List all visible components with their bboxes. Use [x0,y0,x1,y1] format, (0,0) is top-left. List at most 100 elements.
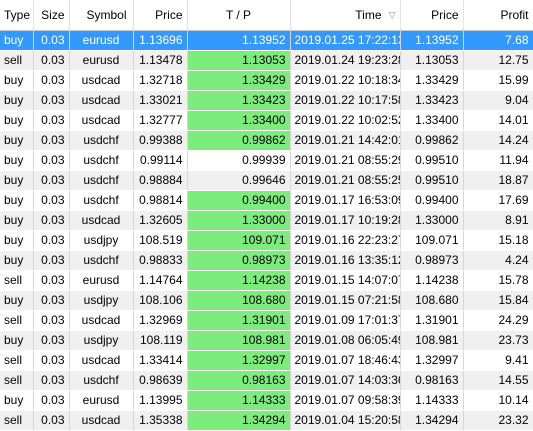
cell-symbol: usdchf [69,250,134,271]
cell-price: 1.32969 [133,310,188,331]
cell-tp: 1.33429 [187,70,291,91]
cell-size: 0.03 [33,30,70,51]
cell-size: 0.03 [33,250,70,271]
table-row[interactable]: buy 0.03 usdjpy 108.519 109.071 2019.01.16 22… [0,230,533,251]
cell-type: buy [0,70,34,91]
table-row[interactable]: buy 0.03 usdchf 0.98884 0.99646 2019.01.21 08… [0,170,533,191]
cell-time: 2019.01.25 17:22:13 [290,30,401,51]
cell-open-price: 0.99400 [400,190,464,211]
cell-time: 2019.01.15 07:21:58 [290,290,401,311]
cell-symbol: eurusd [69,50,134,71]
cell-profit: 9.04 [463,90,533,111]
cell-time: 2019.01.04 15:20:58 [290,410,401,431]
table-row[interactable]: buy 0.03 usdjpy 108.119 108.981 2019.01.08 06… [0,330,533,351]
cell-price: 1.13478 [133,50,188,71]
cell-time: 2019.01.17 10:19:28 [290,210,401,231]
cell-size: 0.03 [33,50,70,71]
column-header-tp[interactable]: T / P [187,0,291,31]
cell-time: 2019.01.08 06:05:49 [290,330,401,351]
cell-type: buy [0,30,34,51]
cell-profit: 17.69 [463,190,533,211]
cell-symbol: usdchf [69,190,134,211]
cell-open-price: 1.33429 [400,70,464,91]
cell-size: 0.03 [33,90,70,111]
cell-type: sell [0,410,34,431]
cell-price: 1.14764 [133,270,188,291]
cell-type: buy [0,170,34,191]
cell-size: 0.03 [33,190,70,211]
cell-tp: 1.33400 [187,110,291,131]
cell-profit: 18.87 [463,170,533,191]
column-header-profit[interactable]: Profit [463,0,533,31]
column-header-size[interactable]: Size [33,0,70,31]
cell-tp: 109.071 [187,230,291,251]
table-row[interactable]: buy 0.03 usdcad 1.32777 1.33400 2019.01.22 10… [0,110,533,131]
cell-open-price: 0.98973 [400,250,464,271]
cell-price: 108.106 [133,290,188,311]
table-row[interactable]: sell 0.03 eurusd 1.13478 1.13053 2019.01.24 1… [0,50,533,71]
table-row[interactable]: buy 0.03 eurusd 1.13696 1.13952 2019.01.25 17… [0,30,533,51]
table-row[interactable]: buy 0.03 usdcad 1.33021 1.33423 2019.01.22 10… [0,90,533,111]
table-row[interactable]: buy 0.03 eurusd 1.13995 1.14333 2019.01.07 09… [0,390,533,411]
table-row[interactable]: sell 0.03 usdcad 1.32969 1.31901 2019.01.09 1… [0,310,533,331]
table-row[interactable]: buy 0.03 usdcad 1.32605 1.33000 2019.01.17 10… [0,210,533,231]
cell-symbol: usdchf [69,370,134,391]
cell-time: 2019.01.16 22:23:27 [290,230,401,251]
cell-symbol: usdcad [69,110,134,131]
cell-symbol: eurusd [69,30,134,51]
cell-tp: 1.13053 [187,50,291,71]
table-row[interactable]: buy 0.03 usdchf 0.99388 0.99862 2019.01.21 14… [0,130,533,151]
cell-price: 1.32605 [133,210,188,231]
cell-size: 0.03 [33,350,70,371]
table-row[interactable]: sell 0.03 eurusd 1.14764 1.14238 2019.01.15 1… [0,270,533,291]
cell-open-price: 108.981 [400,330,464,351]
table-row[interactable]: sell 0.03 usdchf 0.98639 0.98163 2019.01.07 1… [0,370,533,391]
table-row[interactable]: sell 0.03 usdcad 1.35338 1.34294 2019.01.04 1… [0,410,533,431]
cell-symbol: usdchf [69,150,134,171]
cell-open-price: 1.33400 [400,110,464,131]
cell-price: 1.35338 [133,410,188,431]
cell-time: 2019.01.22 10:18:34 [290,70,401,91]
cell-profit: 14.01 [463,110,533,131]
cell-price: 1.32777 [133,110,188,131]
cell-size: 0.03 [33,230,70,251]
table-row[interactable]: buy 0.03 usdchf 0.98833 0.98973 2019.01.16 13… [0,250,533,271]
cell-size: 0.03 [33,290,70,311]
cell-type: buy [0,210,34,231]
cell-tp: 108.981 [187,330,291,351]
cell-price: 108.119 [133,330,188,351]
table-body: buy 0.03 eurusd 1.13696 1.13952 2019.01.25 17… [0,30,533,431]
cell-type: buy [0,390,34,411]
cell-type: buy [0,150,34,171]
cell-symbol: usdcad [69,410,134,431]
column-header-symbol[interactable]: Symbol [69,0,134,31]
cell-tp: 1.33423 [187,90,291,111]
cell-tp: 0.98973 [187,250,291,271]
cell-symbol: usdjpy [69,330,134,351]
column-header-price[interactable]: Price [133,0,188,31]
cell-tp: 1.34294 [187,410,291,431]
table-row[interactable]: sell 0.03 usdcad 1.33414 1.32997 2019.01.07 1… [0,350,533,371]
cell-price: 0.99114 [133,150,188,171]
cell-price: 0.98884 [133,170,188,191]
cell-profit: 24.29 [463,310,533,331]
cell-size: 0.03 [33,170,70,191]
column-header-open-price[interactable]: Price [400,0,464,31]
column-header-type[interactable]: Type [0,0,34,31]
cell-type: buy [0,190,34,211]
cell-tp: 1.33000 [187,210,291,231]
column-header-time[interactable]: Time ▽ [290,0,401,31]
cell-time: 2019.01.07 18:46:43 [290,350,401,371]
table-row[interactable]: buy 0.03 usdcad 1.32718 1.33429 2019.01.22 10… [0,70,533,91]
cell-type: buy [0,290,34,311]
table-row[interactable]: buy 0.03 usdjpy 108.106 108.680 2019.01.15 07… [0,290,533,311]
cell-open-price: 0.99510 [400,170,464,191]
cell-open-price: 1.34294 [400,410,464,431]
table-row[interactable]: buy 0.03 usdchf 0.99114 0.99939 2019.01.21 08… [0,150,533,171]
cell-size: 0.03 [33,70,70,91]
cell-symbol: eurusd [69,270,134,291]
table-row[interactable]: buy 0.03 usdchf 0.98814 0.99400 2019.01.17 16… [0,190,533,211]
cell-profit: 7.68 [463,30,533,51]
cell-profit: 10.14 [463,390,533,411]
